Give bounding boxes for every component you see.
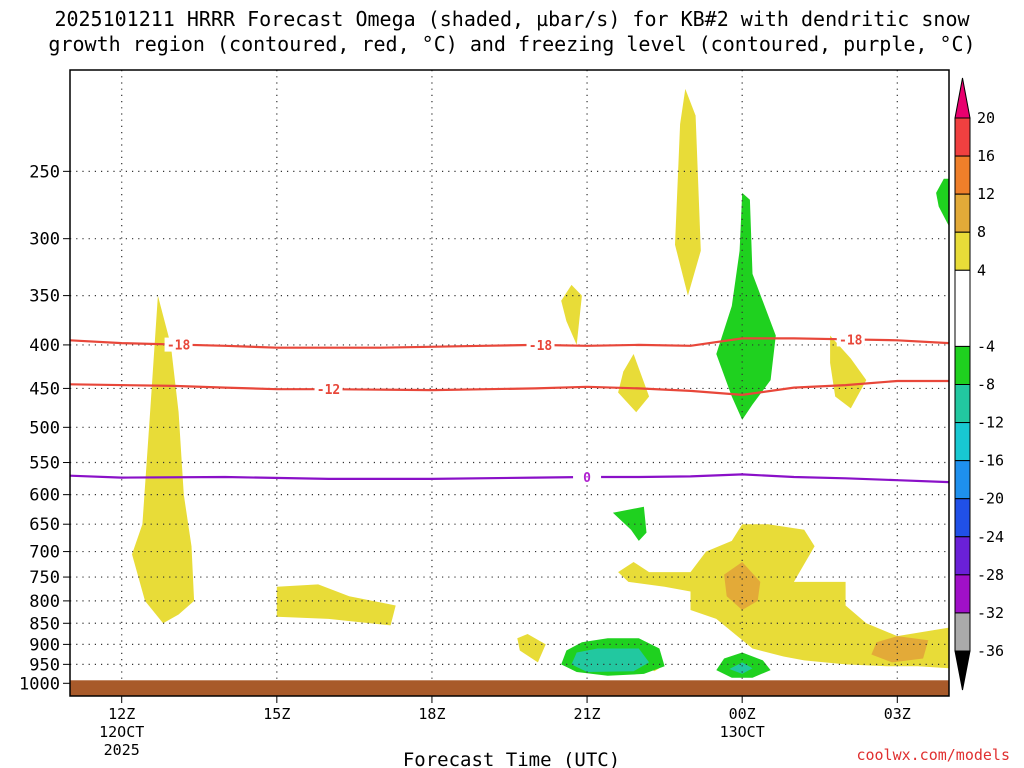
x-tick-label-00Z: 00Z bbox=[729, 705, 756, 723]
omega-region-6 bbox=[517, 634, 546, 663]
dgz-isotherm-1-label-bg-0 bbox=[314, 382, 343, 397]
y-tick-label-500: 500 bbox=[29, 418, 60, 438]
y-tick-label-650: 650 bbox=[29, 515, 60, 535]
omega-region-17 bbox=[729, 662, 753, 674]
colorbar-band-10 bbox=[954, 536, 971, 576]
plot-frame bbox=[69, 69, 950, 697]
y-tick-label-250: 250 bbox=[29, 162, 60, 182]
y-tick-label-400: 400 bbox=[29, 336, 60, 356]
colorbar-band-9 bbox=[954, 498, 971, 538]
dgz-isotherm-0 bbox=[70, 337, 949, 349]
y-tick-label-600: 600 bbox=[29, 486, 60, 506]
dgz-isotherm-0-label-2: -18 bbox=[839, 333, 863, 348]
dgz-isotherm-0-label-bg-2 bbox=[836, 332, 865, 347]
colorbar-band-1 bbox=[954, 155, 971, 195]
x-tick-label-03Z: 03Z bbox=[884, 705, 911, 723]
ground-fill bbox=[70, 680, 949, 696]
colorbar-label--32: -32 bbox=[977, 604, 1004, 622]
freezing-level-label-0: 0 bbox=[583, 471, 591, 486]
freezing-level-line bbox=[70, 473, 949, 484]
freezing-level-label-bg-0 bbox=[573, 470, 602, 485]
colorbar-label-16: 16 bbox=[977, 147, 995, 165]
omega-region-10 bbox=[871, 636, 929, 663]
omega-region-1 bbox=[276, 584, 396, 626]
x-tick-label-15Z: 15Z bbox=[263, 705, 290, 723]
colorbar-label--24: -24 bbox=[977, 528, 1004, 546]
y-tick-label-850: 850 bbox=[29, 614, 60, 634]
plot-area: -18 -18 -18 -12 0 bbox=[70, 70, 949, 696]
colorbar-band-2 bbox=[954, 193, 971, 233]
colorbar-band-0 bbox=[954, 117, 971, 157]
y-tick-label-1000: 1000 bbox=[19, 674, 60, 694]
y-tick-label-450: 450 bbox=[29, 379, 60, 399]
dgz-isotherm-0-label-1: -18 bbox=[529, 339, 553, 354]
colorbar-label--4: -4 bbox=[977, 337, 995, 355]
chart-title-line-1: 2025101211 HRRR Forecast Omega (shaded, … bbox=[54, 7, 970, 31]
omega-region-9 bbox=[724, 562, 761, 610]
x-tick-label-12Z: 12Z bbox=[108, 705, 135, 723]
colorbar-band-3 bbox=[954, 231, 971, 271]
dgz-isotherm-0-label-bg-1 bbox=[526, 338, 555, 353]
colorbar-label--16: -16 bbox=[977, 452, 1004, 470]
omega-region-0 bbox=[132, 295, 195, 624]
colorbar-label-4: 4 bbox=[977, 261, 986, 279]
colorbar-label--20: -20 bbox=[977, 490, 1004, 508]
y-tick-label-950: 950 bbox=[29, 655, 60, 675]
site-credit[interactable]: coolwx.com/models bbox=[856, 746, 1010, 764]
colorbar-label-8: 8 bbox=[977, 223, 986, 241]
omega-region-12 bbox=[716, 192, 776, 420]
omega-region-11 bbox=[936, 178, 949, 227]
y-tick-label-300: 300 bbox=[29, 230, 60, 250]
colorbar-band-5 bbox=[954, 345, 971, 385]
omega-region-3 bbox=[675, 88, 701, 296]
omega-region-16 bbox=[571, 648, 650, 672]
colorbar-band-6 bbox=[954, 384, 971, 424]
dgz-isotherm-0-label-0: -18 bbox=[167, 339, 191, 354]
omega-region-2 bbox=[561, 284, 582, 345]
dgz-isotherm-1 bbox=[70, 379, 949, 397]
chart-title-line-2: growth region (contoured, red, °C) and f… bbox=[48, 32, 976, 56]
x-tick-sublabel-12Z: 12OCT bbox=[99, 723, 144, 741]
colorbar-top-arrow bbox=[954, 77, 971, 119]
colorbar-band-12 bbox=[954, 612, 971, 652]
y-tick-label-750: 750 bbox=[29, 568, 60, 588]
colorbar-label--12: -12 bbox=[977, 414, 1004, 432]
colorbar-label-12: 12 bbox=[977, 185, 995, 203]
omega-region-4 bbox=[618, 354, 650, 413]
colorbar-label--28: -28 bbox=[977, 566, 1004, 584]
x-tick-label-21Z: 21Z bbox=[574, 705, 601, 723]
y-tick-label-350: 350 bbox=[29, 287, 60, 307]
y-tick-label-800: 800 bbox=[29, 592, 60, 612]
y-tick-label-700: 700 bbox=[29, 543, 60, 563]
x-tick-label-18Z: 18Z bbox=[418, 705, 445, 723]
omega-region-13 bbox=[612, 506, 647, 541]
colorbar-label-20: 20 bbox=[977, 109, 995, 127]
dgz-isotherm-0-label-bg-0 bbox=[164, 337, 193, 352]
colorbar-band-7 bbox=[954, 422, 971, 462]
colorbar: 20 16 12 8 4 -4 -8 -12 -16 -20 -24 -28 -32 -36 bbox=[954, 77, 1004, 691]
colorbar-bottom-arrow bbox=[954, 650, 971, 691]
omega-region-5 bbox=[830, 335, 867, 409]
x-tick-sublabel-00Z: 13OCT bbox=[720, 723, 765, 741]
y-tick-label-900: 900 bbox=[29, 635, 60, 655]
colorbar-band-4 bbox=[954, 269, 971, 347]
x-axis-title: Forecast Time (UTC) bbox=[403, 749, 620, 768]
y-tick-label-550: 550 bbox=[29, 454, 60, 474]
omega-region-8 bbox=[618, 524, 949, 669]
colorbar-label--36: -36 bbox=[977, 642, 1004, 660]
colorbar-band-8 bbox=[954, 460, 971, 500]
colorbar-band-11 bbox=[954, 574, 971, 614]
x-tick-sublabel2-12Z: 2025 bbox=[104, 741, 140, 759]
colorbar-label--8: -8 bbox=[977, 376, 995, 394]
dgz-isotherm-1-label-0: -12 bbox=[317, 383, 340, 398]
